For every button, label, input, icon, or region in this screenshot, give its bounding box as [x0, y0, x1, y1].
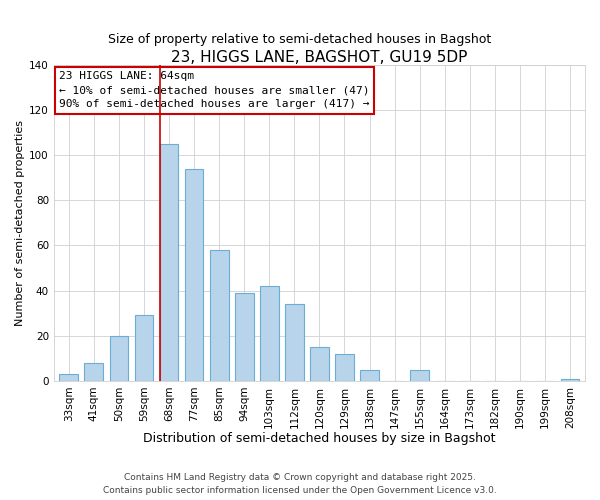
Bar [85, 363, 103, 381]
X-axis label: Distribution of semi-detached houses by size in Bagshot: Distribution of semi-detached houses by … [143, 432, 496, 445]
Bar [360, 370, 379, 381]
Text: 23 HIGGS LANE: 64sqm
← 10% of semi-detached houses are smaller (47)
90% of semi-: 23 HIGGS LANE: 64sqm ← 10% of semi-detac… [59, 72, 370, 110]
Title: 23, HIGGS LANE, BAGSHOT, GU19 5DP: 23, HIGGS LANE, BAGSHOT, GU19 5DP [171, 50, 467, 65]
Bar [285, 304, 304, 381]
Bar [235, 293, 254, 381]
Bar [410, 370, 429, 381]
Bar [560, 378, 580, 381]
Bar [160, 144, 178, 381]
Bar [335, 354, 354, 381]
Bar [260, 286, 278, 381]
Bar [59, 374, 78, 381]
Bar [185, 169, 203, 381]
Bar [310, 347, 329, 381]
Bar [210, 250, 229, 381]
Text: Contains HM Land Registry data © Crown copyright and database right 2025.
Contai: Contains HM Land Registry data © Crown c… [103, 473, 497, 495]
Bar [110, 336, 128, 381]
Bar [134, 316, 154, 381]
Y-axis label: Number of semi-detached properties: Number of semi-detached properties [15, 120, 25, 326]
Text: Size of property relative to semi-detached houses in Bagshot: Size of property relative to semi-detach… [109, 32, 491, 46]
